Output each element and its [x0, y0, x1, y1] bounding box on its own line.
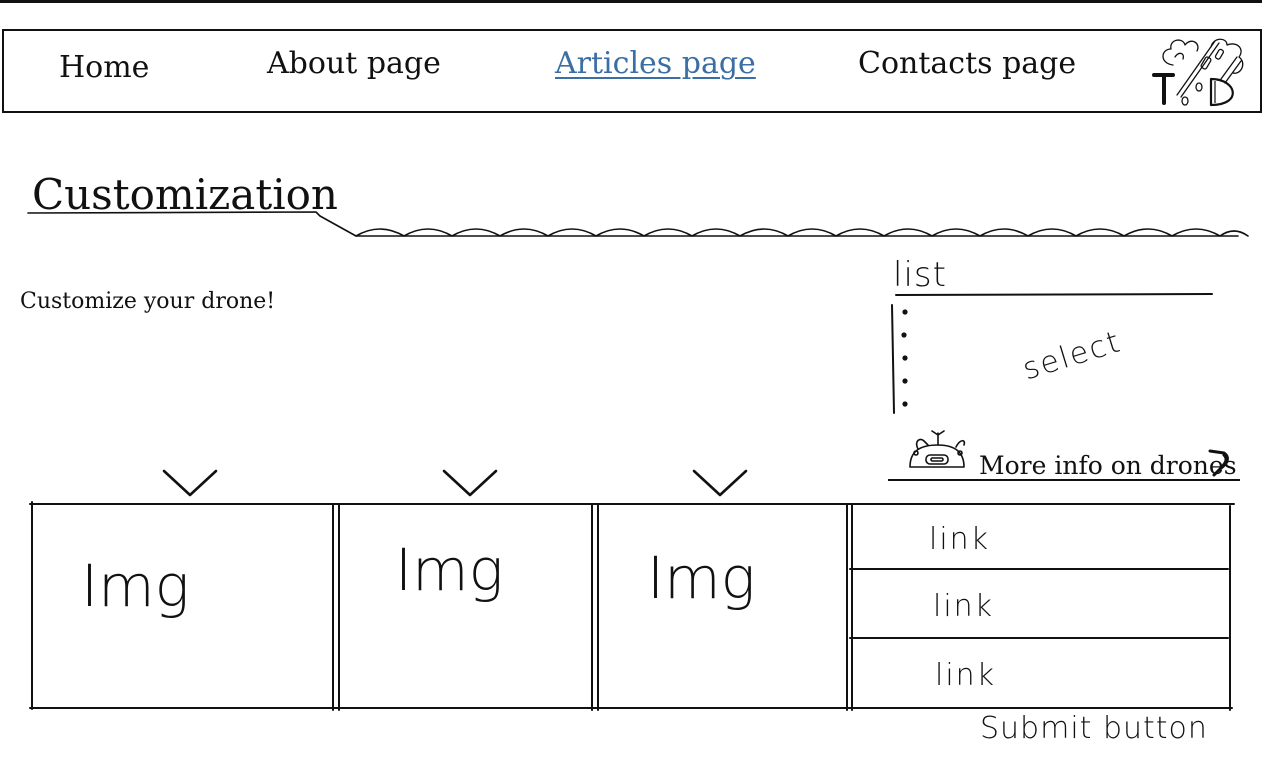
link-item[interactable]: link — [853, 570, 1229, 637]
image-placeholder: Img — [647, 544, 756, 612]
link-item[interactable]: link — [853, 639, 1229, 707]
top-border — [0, 0, 1262, 3]
page-title: Customization — [32, 170, 338, 219]
more-info-link[interactable]: More info on drones — [888, 427, 1240, 483]
link-label: link — [929, 522, 991, 557]
image-placeholder: Img — [81, 552, 190, 620]
intro-text: Customize your drone! — [20, 289, 276, 314]
image-slot[interactable]: Img — [33, 505, 332, 707]
more-info-underline — [888, 479, 1240, 481]
submit-button[interactable]: Submit button — [980, 711, 1208, 746]
drone-icon — [909, 430, 966, 468]
chevron-right-icon — [1208, 449, 1229, 477]
image-slot[interactable]: Img — [340, 505, 591, 707]
image-slot[interactable]: Img — [599, 505, 846, 707]
link-label: link — [935, 658, 997, 693]
list-label: list — [893, 255, 947, 295]
nav-item-contacts[interactable]: Contacts page — [858, 46, 1077, 81]
chevron-down-icon[interactable] — [162, 467, 218, 499]
nav-item-about[interactable]: About page — [267, 46, 441, 81]
select-list[interactable] — [884, 285, 1224, 425]
more-info-label: More info on drones — [979, 451, 1237, 480]
nav-bar: Home About page Articles page Contacts p… — [2, 29, 1262, 113]
link-item[interactable]: link — [853, 505, 1229, 568]
chevron-down-icon[interactable] — [692, 467, 748, 499]
nav-item-articles[interactable]: Articles page — [555, 46, 756, 81]
chevron-down-icon[interactable] — [442, 467, 498, 499]
logo[interactable] — [1151, 35, 1255, 109]
link-label: link — [933, 589, 995, 624]
nav-item-home[interactable]: Home — [59, 50, 150, 85]
image-placeholder: Img — [395, 536, 504, 604]
